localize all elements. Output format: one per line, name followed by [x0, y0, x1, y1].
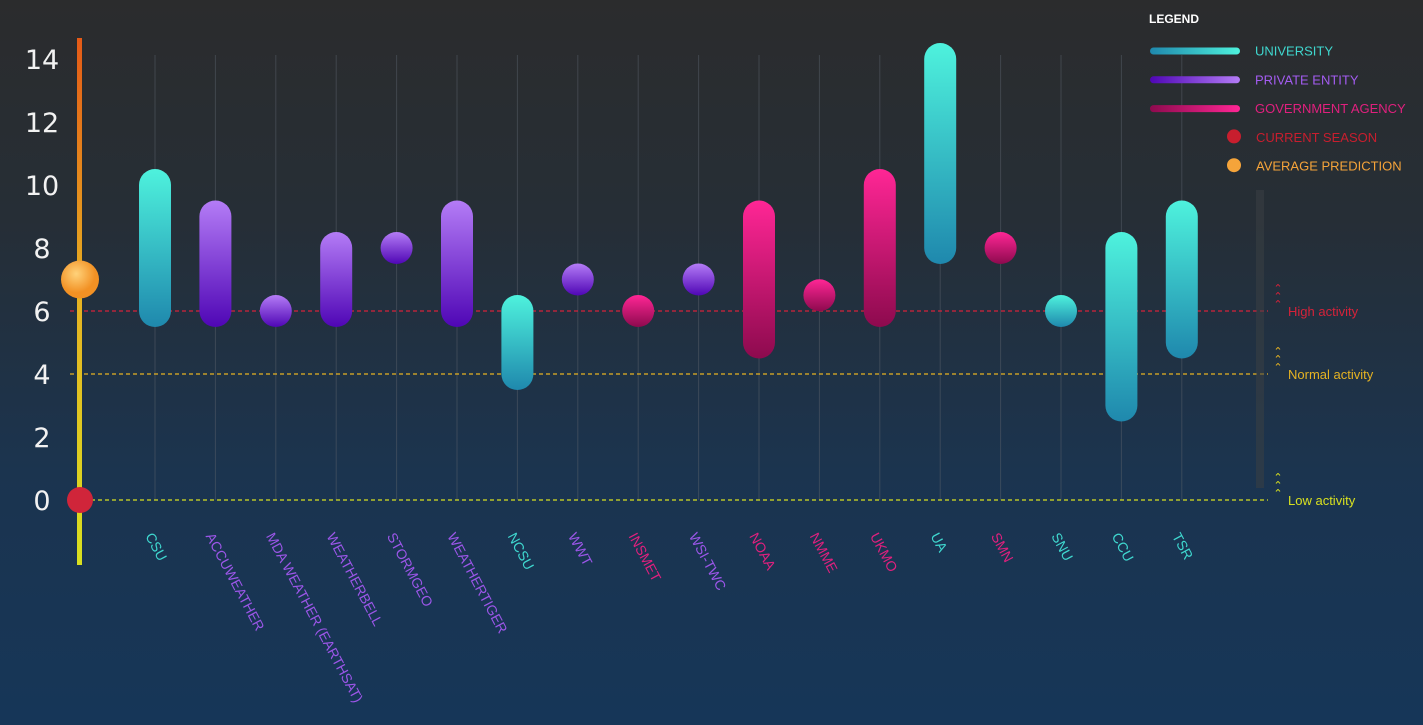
x-axis-label: NCSU	[505, 530, 538, 573]
legend: LEGEND UNIVERSITY PRIVATE ENTITY GOVERNMENT…	[1149, 12, 1406, 174]
forecast-bar	[199, 200, 232, 327]
y-tick-label: 4	[33, 360, 50, 391]
y-tick-label: 14	[25, 45, 59, 76]
threshold-caret: ⌃	[1273, 361, 1282, 374]
x-axis-label: CSU	[142, 530, 170, 564]
threshold-caret: ⌃	[1273, 479, 1282, 492]
threshold-label: Low activity	[1288, 493, 1356, 508]
y-tick-label: 8	[33, 234, 50, 265]
x-axis-label: UKMO	[867, 530, 901, 575]
legend-label: UNIVERSITY	[1255, 44, 1333, 59]
threshold-caret: ⌃	[1273, 298, 1282, 311]
forecast-bar	[561, 263, 594, 296]
legend-label: PRIVATE ENTITY	[1255, 72, 1359, 87]
x-axis-label: CCU	[1109, 530, 1137, 564]
x-axis-label: SMN	[988, 530, 1017, 565]
legend-swatch	[1227, 158, 1241, 173]
y-tick-label: 12	[25, 108, 59, 139]
x-axis-label: STORMGEO	[384, 530, 436, 609]
legend-swatch	[1150, 47, 1240, 55]
threshold-caret: ⌃	[1273, 487, 1282, 500]
x-axis-label: ACCUWEATHER	[203, 530, 268, 633]
threshold-caret: ⌃	[1273, 345, 1282, 358]
forecast-bar	[139, 169, 171, 327]
legend-swatch	[1227, 129, 1241, 144]
x-axis-label: INSMET	[626, 530, 665, 585]
right-scroll-track	[1256, 190, 1264, 488]
y-tick-label: 10	[25, 171, 59, 202]
x-axis-label: NOAA	[746, 530, 779, 573]
forecast-bar	[984, 232, 1017, 264]
forecast-bar	[924, 43, 957, 264]
forecast-bar	[441, 200, 473, 327]
forecast-bar	[1105, 232, 1138, 422]
threshold-caret: ⌃	[1273, 353, 1282, 366]
forecast-bar	[682, 263, 715, 296]
threshold-caret: ⌃	[1273, 282, 1282, 295]
y-axis-bar	[77, 38, 82, 565]
y-axis: 0 2 4 6 8 10 12 14	[25, 38, 99, 565]
x-axis-label: NMME	[807, 530, 841, 575]
threshold-caret: ⌃	[1273, 471, 1282, 484]
forecast-bar	[1045, 295, 1077, 327]
y-tick-label: 2	[33, 423, 50, 454]
x-axis-label: WSI-TWC	[686, 530, 730, 593]
forecast-bar	[320, 232, 353, 327]
current-season-marker	[67, 487, 93, 513]
forecast-bar	[501, 295, 534, 390]
y-tick-label: 6	[33, 297, 50, 328]
x-axis-label: WEATHERBELL	[324, 530, 387, 629]
legend-label: CURRENT SEASON	[1256, 130, 1377, 145]
threshold-label: High activity	[1288, 304, 1359, 319]
y-tick-label: 0	[33, 486, 50, 517]
forecast-bar	[803, 279, 836, 312]
vertical-gridlines	[154, 55, 1183, 500]
x-axis-label: WEATHERTIGER	[444, 530, 510, 636]
x-axis-label: WWT	[565, 530, 596, 569]
forecast-bar	[259, 295, 292, 327]
x-axis-label: TSR	[1169, 530, 1196, 562]
forecast-ranges	[139, 43, 1198, 422]
legend-label: AVERAGE PREDICTION	[1256, 159, 1402, 174]
forecast-bar	[380, 232, 413, 264]
x-axis-label: UA	[928, 530, 952, 555]
forecast-bar	[743, 200, 775, 359]
average-prediction-marker	[61, 260, 99, 299]
x-axis-label: SNU	[1048, 530, 1076, 564]
threshold-label: Normal activity	[1288, 367, 1374, 382]
legend-swatch	[1150, 76, 1240, 84]
legend-swatch	[1150, 105, 1240, 113]
forecast-bar	[622, 295, 655, 327]
threshold-caret: ⌃	[1273, 290, 1282, 303]
legend-label: GOVERNMENT AGENCY	[1255, 101, 1406, 116]
forecast-bar	[863, 169, 896, 327]
forecast-bar	[1165, 200, 1198, 359]
legend-title: LEGEND	[1149, 12, 1199, 26]
